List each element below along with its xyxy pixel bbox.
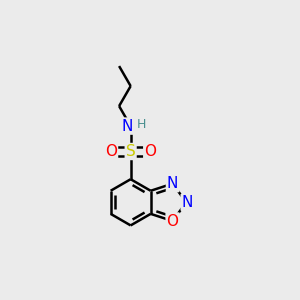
Text: O: O (144, 144, 156, 159)
Text: O: O (167, 214, 178, 229)
Text: O: O (105, 144, 117, 159)
Text: H: H (137, 118, 146, 131)
Text: N: N (182, 195, 193, 210)
Text: S: S (126, 144, 136, 159)
Text: N: N (167, 176, 178, 191)
Text: N: N (122, 118, 133, 134)
